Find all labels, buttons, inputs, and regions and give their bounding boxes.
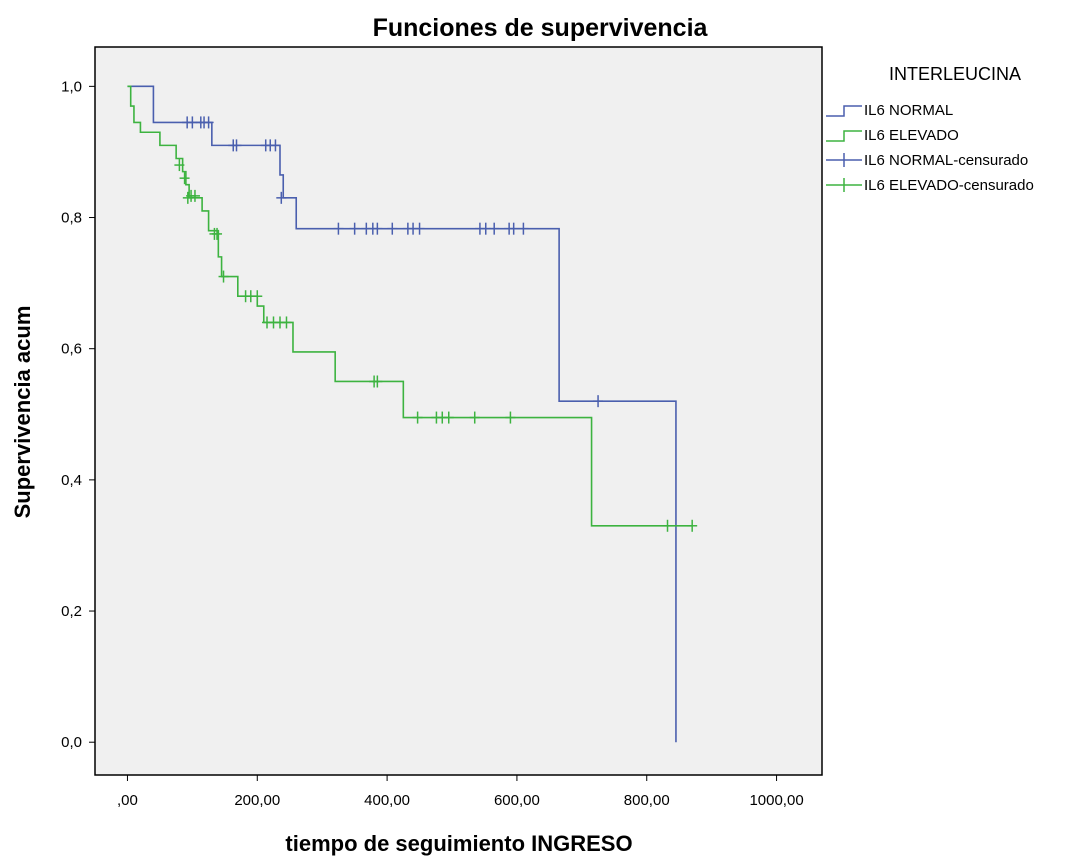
y-axis: 0,0 0,2 0,4 0,6 0,8 1,0 bbox=[61, 78, 95, 751]
legend-label: IL6 NORMAL bbox=[864, 102, 953, 119]
il6-normal-censored-mark bbox=[270, 139, 281, 152]
y-axis-label: Supervivencia acum bbox=[10, 306, 35, 519]
legend: INTERLEUCINA IL6 NORMAL IL6 ELEVADO IL6 NO… bbox=[826, 64, 1034, 194]
il6-elevado-censored-mark bbox=[179, 172, 190, 185]
il6-elevado-censored-mark bbox=[252, 290, 263, 303]
legend-label: IL6 NORMAL-censurado bbox=[864, 152, 1028, 169]
il6-elevado-censored-mark bbox=[443, 411, 454, 424]
legend-label: IL6 ELEVADO-censurado bbox=[864, 177, 1034, 194]
x-tick-label: ,00 bbox=[117, 792, 138, 809]
il6-normal-censored-mark bbox=[489, 222, 500, 235]
x-tick-label: 200,00 bbox=[234, 792, 280, 809]
il6-normal-censored-mark bbox=[387, 222, 398, 235]
legend-title: INTERLEUCINA bbox=[889, 64, 1021, 84]
legend-item: IL6 ELEVADO-censurado bbox=[826, 177, 1034, 194]
il6-elevado-censored-mark bbox=[212, 227, 223, 240]
y-tick-label: 0,4 bbox=[61, 472, 82, 489]
y-tick-label: 0,0 bbox=[61, 734, 82, 751]
il6-normal-censored-mark bbox=[187, 116, 198, 129]
il6-normal-censored-mark bbox=[414, 222, 425, 235]
chart-title: Funciones de supervivencia bbox=[373, 14, 709, 42]
legend-swatch-line bbox=[826, 130, 862, 142]
il6-elevado-censored-mark bbox=[505, 411, 516, 424]
legend-item: IL6 ELEVADO bbox=[826, 127, 959, 144]
y-tick-label: 1,0 bbox=[61, 78, 82, 95]
il6-elevado-survival-line bbox=[127, 85, 693, 527]
il6-normal-censored-mark bbox=[231, 139, 242, 152]
il6-elevado-censored-mark bbox=[372, 375, 383, 388]
legend-label: IL6 ELEVADO bbox=[864, 127, 959, 144]
il6-normal-censored-mark bbox=[372, 222, 383, 235]
x-axis: ,00 200,00 400,00 600,00 800,00 1000,00 bbox=[117, 775, 804, 809]
legend-item: IL6 NORMAL-censurado bbox=[826, 152, 1028, 169]
il6-normal-censored-mark bbox=[593, 395, 604, 408]
il6-elevado-censored-mark bbox=[687, 519, 698, 532]
il6-normal-censored-mark bbox=[518, 222, 529, 235]
series-layer bbox=[127, 85, 698, 743]
il6-normal-censored-mark bbox=[333, 222, 344, 235]
il6-normal-censored-mark bbox=[349, 222, 360, 235]
x-tick-label: 800,00 bbox=[624, 792, 670, 809]
x-axis-label: tiempo de seguimiento INGRESO bbox=[285, 831, 632, 856]
y-tick-label: 0,8 bbox=[61, 210, 82, 227]
x-tick-label: 1000,00 bbox=[749, 792, 803, 809]
il6-elevado-censored-mark bbox=[281, 316, 292, 329]
y-tick-label: 0,6 bbox=[61, 341, 82, 358]
x-tick-label: 600,00 bbox=[494, 792, 540, 809]
y-tick-label: 0,2 bbox=[61, 603, 82, 620]
il6-normal-censored-mark bbox=[203, 116, 214, 129]
il6-normal-censored-mark bbox=[508, 222, 519, 235]
plot-area bbox=[94, 46, 823, 776]
x-tick-label: 400,00 bbox=[364, 792, 410, 809]
legend-swatch-line bbox=[826, 105, 862, 117]
il6-elevado-censored-mark bbox=[662, 519, 673, 532]
il6-normal-censored-mark bbox=[480, 222, 491, 235]
il6-normal-censored-mark bbox=[276, 191, 287, 204]
il6-elevado-censored-mark bbox=[412, 411, 423, 424]
il6-elevado-censored-mark bbox=[218, 270, 229, 283]
legend-item: IL6 NORMAL bbox=[826, 102, 953, 119]
il6-normal-survival-line bbox=[127, 85, 677, 743]
il6-elevado-censored-mark bbox=[469, 411, 480, 424]
il6-elevado-censored-mark bbox=[189, 189, 200, 202]
il6-elevado-censored-mark bbox=[174, 159, 185, 172]
